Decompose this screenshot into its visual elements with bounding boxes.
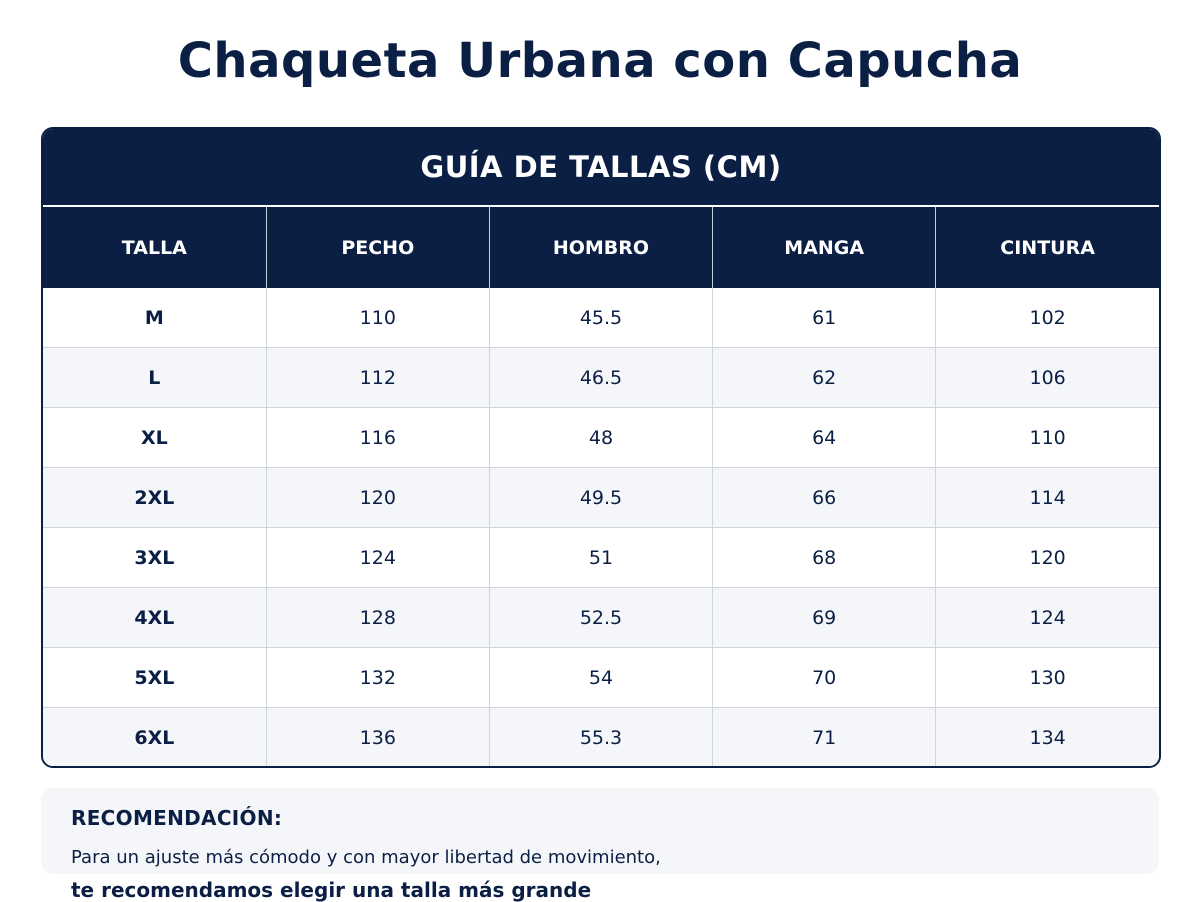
sleeve-cell: 70	[712, 647, 936, 708]
column-header-pecho: PECHO	[265, 206, 490, 288]
waist-cell: 120	[935, 527, 1159, 588]
recommendation-emphasis: te recomendamos elegir una talla más gra…	[71, 878, 592, 902]
shoulder-cell: 46.5	[488, 347, 713, 408]
size-table: TALLA PECHO HOMBRO MANGA CINTURA M 110 4…	[43, 205, 1159, 766]
size-cell: 6XL	[43, 707, 267, 766]
chest-cell: 112	[265, 347, 490, 408]
size-cell: 2XL	[43, 467, 267, 528]
column-header-cintura: CINTURA	[935, 206, 1159, 288]
size-guide-heading: GUÍA DE TALLAS (CM)	[43, 129, 1159, 205]
sleeve-cell: 66	[712, 467, 936, 528]
table-row: 2XL 120 49.5 66 114	[43, 467, 1159, 528]
column-header-talla: TALLA	[43, 206, 267, 288]
sleeve-cell: 68	[712, 527, 936, 588]
chest-cell: 110	[265, 288, 490, 348]
table-row: 5XL 132 54 70 130	[43, 647, 1159, 708]
waist-cell: 106	[935, 347, 1159, 408]
size-guide-card: GUÍA DE TALLAS (CM) TALLA PECHO HOMBRO M…	[41, 127, 1161, 768]
page-title: Chaqueta Urbana con Capucha	[177, 33, 1023, 89]
shoulder-cell: 45.5	[488, 288, 713, 348]
shoulder-cell: 55.3	[488, 707, 713, 766]
chest-cell: 136	[265, 707, 490, 766]
recommendation-box	[41, 788, 1159, 874]
column-header-hombro: HOMBRO	[488, 206, 713, 288]
sleeve-cell: 71	[712, 707, 936, 766]
sleeve-cell: 61	[712, 288, 936, 348]
table-row: 3XL 124 51 68 120	[43, 527, 1159, 588]
chest-cell: 124	[265, 527, 490, 588]
size-cell: 3XL	[43, 527, 267, 588]
recommendation-title: RECOMENDACIÓN:	[71, 806, 283, 830]
size-cell: 4XL	[43, 587, 267, 648]
shoulder-cell: 49.5	[488, 467, 713, 528]
shoulder-cell: 51	[488, 527, 713, 588]
waist-cell: 130	[935, 647, 1159, 708]
chest-cell: 116	[265, 407, 490, 468]
waist-cell: 102	[935, 288, 1159, 348]
chest-cell: 120	[265, 467, 490, 528]
size-table-header-row: TALLA PECHO HOMBRO MANGA CINTURA	[43, 206, 1159, 288]
table-row: L 112 46.5 62 106	[43, 347, 1159, 408]
chest-cell: 132	[265, 647, 490, 708]
waist-cell: 134	[935, 707, 1159, 766]
shoulder-cell: 52.5	[488, 587, 713, 648]
table-row: M 110 45.5 61 102	[43, 288, 1159, 348]
size-cell: L	[43, 347, 267, 408]
size-cell: XL	[43, 407, 267, 468]
table-row: 4XL 128 52.5 69 124	[43, 587, 1159, 648]
table-row: XL 116 48 64 110	[43, 407, 1159, 468]
waist-cell: 114	[935, 467, 1159, 528]
chest-cell: 128	[265, 587, 490, 648]
size-cell: 5XL	[43, 647, 267, 708]
sleeve-cell: 64	[712, 407, 936, 468]
column-header-manga: MANGA	[712, 206, 936, 288]
waist-cell: 124	[935, 587, 1159, 648]
table-row: 6XL 136 55.3 71 134	[43, 707, 1159, 766]
size-cell: M	[144, 306, 164, 329]
shoulder-cell: 54	[488, 647, 713, 708]
waist-cell: 110	[935, 407, 1159, 468]
sleeve-cell: 69	[712, 587, 936, 648]
recommendation-text: Para un ajuste más cómodo y con mayor li…	[71, 847, 661, 868]
shoulder-cell: 48	[488, 407, 713, 468]
sleeve-cell: 62	[712, 347, 936, 408]
